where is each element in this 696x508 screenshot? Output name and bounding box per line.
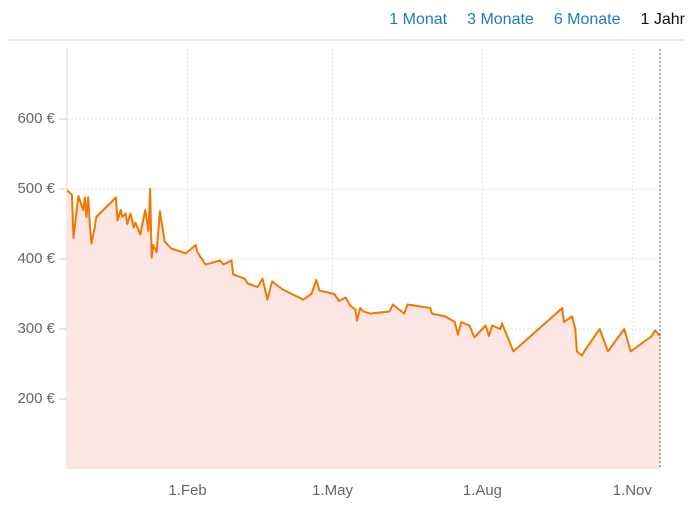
x-tick-label: 1.Feb bbox=[168, 482, 206, 499]
y-tick-label: 500 € bbox=[17, 180, 55, 197]
y-tick-label: 300 € bbox=[17, 320, 55, 337]
range-tabs: 1 Jahr 6 Monate 3 Monate 1 Monat bbox=[389, 11, 685, 28]
plot: 200 € 300 € 400 € 500 € 600 € 1.Feb 1.May 1.Aug… bbox=[17, 49, 661, 499]
price-line bbox=[66, 188, 661, 357]
range-tab[interactable]: 1 Monat bbox=[389, 11, 447, 28]
x-tick-label: 1.Nov bbox=[613, 482, 653, 499]
price-area bbox=[67, 189, 660, 469]
y-tick-label: 400 € bbox=[17, 250, 55, 267]
range-tab[interactable]: 1 Jahr bbox=[641, 11, 686, 28]
x-tick-label: 1.May bbox=[312, 482, 353, 499]
y-tick-label: 600 € bbox=[17, 110, 55, 127]
y-tick-label: 200 € bbox=[17, 390, 55, 407]
range-tab[interactable]: 3 Monate bbox=[467, 11, 534, 28]
range-tab[interactable]: 6 Monate bbox=[554, 11, 621, 28]
x-tick-label: 1.Aug bbox=[463, 482, 502, 499]
